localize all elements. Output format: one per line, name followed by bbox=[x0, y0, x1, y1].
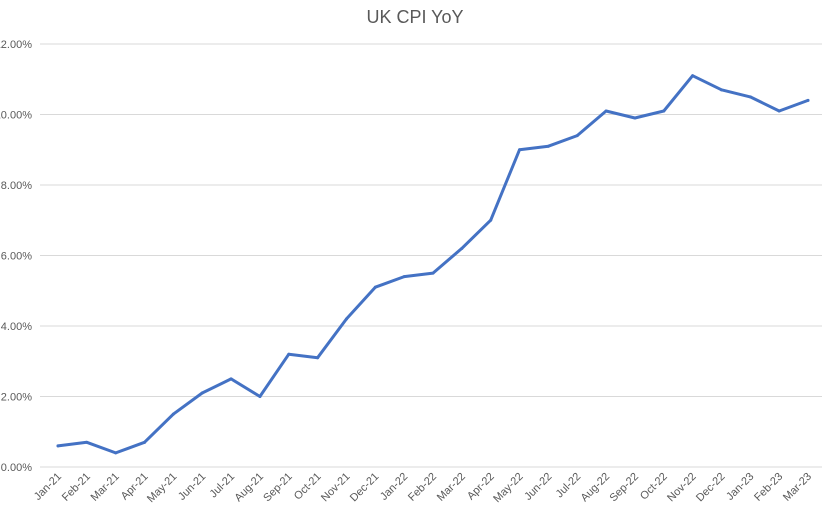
data-point bbox=[287, 352, 291, 356]
data-point bbox=[171, 412, 175, 416]
data-point bbox=[258, 395, 262, 398]
data-point bbox=[402, 275, 406, 279]
data-point bbox=[85, 440, 89, 444]
x-tick-label: May-21 bbox=[145, 471, 179, 505]
chart-title: UK CPI YoY bbox=[366, 7, 464, 27]
data-point bbox=[633, 116, 637, 120]
x-tick-label: Dec-21 bbox=[348, 471, 382, 505]
data-point bbox=[200, 391, 204, 395]
y-tick-label: 4.00% bbox=[1, 321, 32, 333]
x-tick-label: Feb-23 bbox=[752, 471, 785, 504]
x-tick-label: Sep-21 bbox=[261, 471, 295, 505]
x-tick-label: May-22 bbox=[491, 471, 525, 505]
data-point bbox=[719, 88, 723, 92]
x-tick-label: Nov-21 bbox=[319, 471, 353, 505]
x-tick-label: Mar-23 bbox=[781, 471, 814, 504]
y-tick-label: 10.00% bbox=[0, 110, 32, 122]
y-tick-label: 0.00% bbox=[1, 462, 32, 474]
x-tick-label: Mar-21 bbox=[89, 471, 122, 504]
x-tick-label: Jun-22 bbox=[522, 471, 554, 503]
data-point bbox=[229, 377, 233, 381]
data-point bbox=[748, 95, 752, 99]
x-tick-label: Sep-22 bbox=[607, 471, 641, 505]
x-tick-label: Feb-21 bbox=[60, 471, 93, 504]
data-point bbox=[604, 109, 608, 113]
data-point bbox=[373, 285, 377, 289]
x-tick-label: Aug-21 bbox=[232, 471, 266, 505]
data-point bbox=[143, 440, 147, 444]
x-tick-label: Feb-22 bbox=[406, 471, 439, 504]
data-point bbox=[316, 356, 320, 360]
x-tick-label: Mar-22 bbox=[435, 471, 468, 504]
data-point bbox=[518, 148, 522, 152]
data-point bbox=[114, 451, 118, 455]
x-tick-label: Oct-22 bbox=[638, 471, 670, 503]
series-layer bbox=[56, 74, 810, 455]
y-tick-label: 2.00% bbox=[1, 392, 32, 404]
data-point bbox=[431, 271, 435, 275]
x-tick-label: Jan-23 bbox=[724, 471, 756, 503]
y-tick-label: 8.00% bbox=[1, 180, 32, 192]
y-tick-label: 12.00% bbox=[0, 39, 32, 51]
y-tick-label: 6.00% bbox=[1, 251, 32, 263]
data-point bbox=[489, 218, 493, 222]
y-axis-tick-labels: 0.00% 2.00% 4.00% 6.00% 8.00% 10.00% 12.00% bbox=[0, 39, 32, 474]
x-tick-label: Dec-22 bbox=[694, 471, 728, 505]
data-point bbox=[806, 98, 810, 102]
x-tick-label: Nov-22 bbox=[665, 471, 699, 505]
data-point bbox=[662, 109, 666, 113]
data-point bbox=[546, 144, 550, 148]
x-tick-label: Oct-21 bbox=[292, 471, 324, 503]
x-tick-label: Jun-21 bbox=[176, 471, 208, 503]
gridlines bbox=[40, 43, 822, 468]
data-point bbox=[344, 317, 348, 321]
data-point bbox=[56, 444, 60, 448]
x-tick-label: Aug-22 bbox=[579, 471, 613, 505]
data-point bbox=[460, 246, 464, 250]
data-point bbox=[691, 74, 695, 78]
x-tick-label: Jan-21 bbox=[32, 471, 64, 503]
x-tick-label: Jan-22 bbox=[378, 471, 410, 503]
data-point bbox=[575, 134, 579, 138]
data-point bbox=[777, 109, 781, 113]
